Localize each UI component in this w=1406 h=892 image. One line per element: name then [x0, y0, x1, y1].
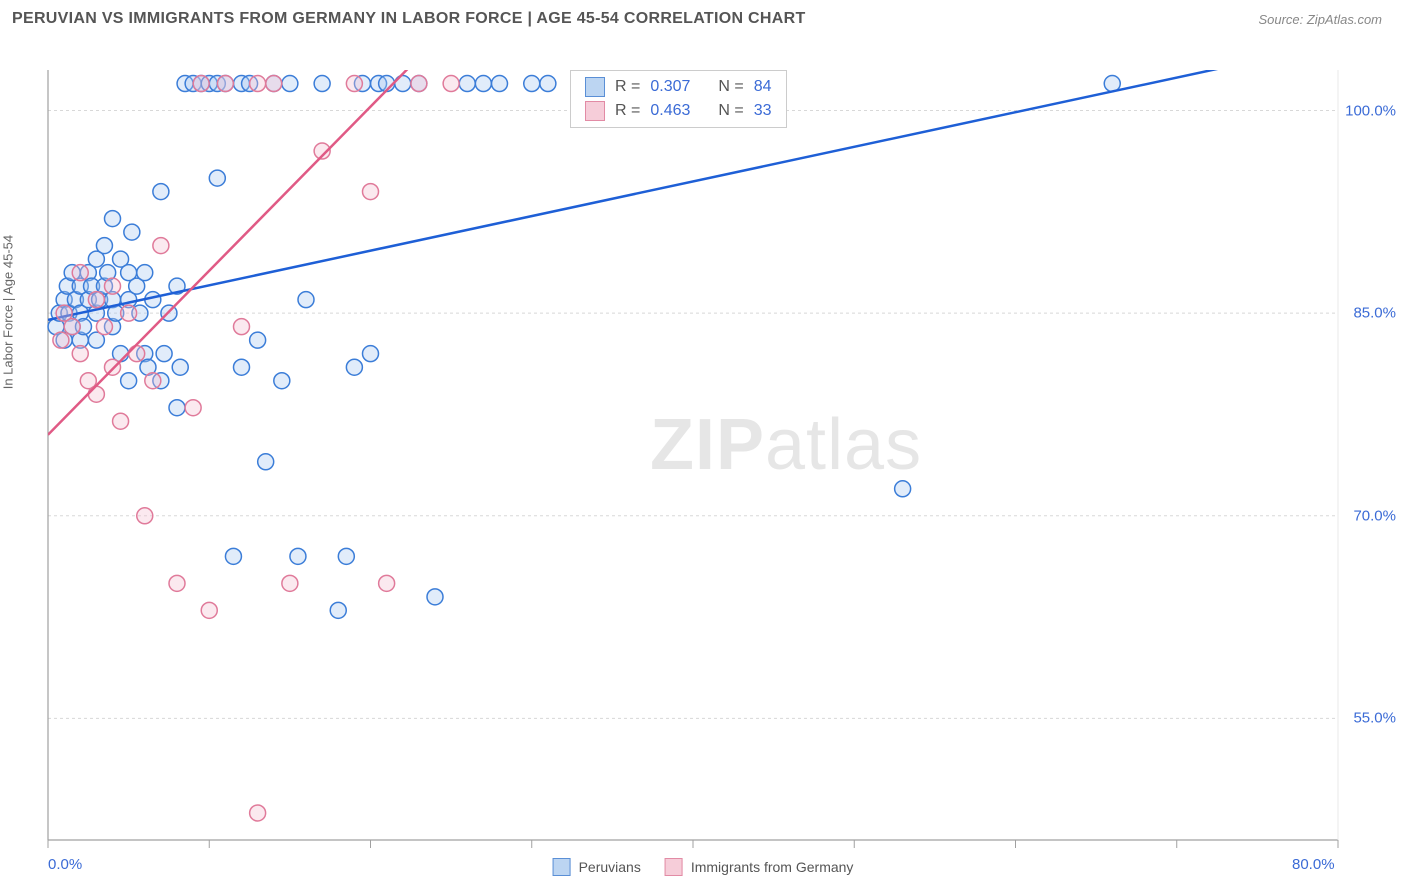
- stats-r-value: 0.307: [650, 78, 690, 96]
- scatter-chart: [0, 34, 1406, 884]
- y-tick-label: 85.0%: [1353, 305, 1396, 322]
- legend-item: Peruvians: [553, 858, 641, 876]
- legend-label: Peruvians: [579, 859, 641, 875]
- chart-source: Source: ZipAtlas.com: [1258, 12, 1382, 27]
- stats-n-value: 33: [754, 102, 772, 120]
- correlation-stats-box: R = 0.307 N = 84 R = 0.463 N = 33: [570, 70, 787, 128]
- legend: Peruvians Immigrants from Germany: [553, 858, 854, 876]
- stats-n-label: N =: [718, 102, 743, 120]
- legend-swatch: [665, 858, 683, 876]
- legend-item: Immigrants from Germany: [665, 858, 854, 876]
- stats-r-value: 0.463: [650, 102, 690, 120]
- stats-swatch: [585, 101, 605, 121]
- legend-swatch: [553, 858, 571, 876]
- chart-header: PERUVIAN VS IMMIGRANTS FROM GERMANY IN L…: [0, 0, 1406, 34]
- x-tick-label: 80.0%: [1292, 856, 1335, 873]
- y-axis-label: In Labor Force | Age 45-54: [1, 235, 16, 389]
- y-tick-label: 55.0%: [1353, 710, 1396, 727]
- y-tick-label: 70.0%: [1353, 507, 1396, 524]
- chart-container: In Labor Force | Age 45-54 100.0% 85.0% 70…: [0, 34, 1406, 884]
- stats-swatch: [585, 77, 605, 97]
- stats-row: R = 0.307 N = 84: [571, 75, 786, 99]
- legend-label: Immigrants from Germany: [691, 859, 854, 875]
- x-tick-label: 0.0%: [48, 856, 82, 873]
- stats-r-label: R =: [615, 102, 640, 120]
- stats-r-label: R =: [615, 78, 640, 96]
- y-tick-label: 100.0%: [1345, 102, 1396, 119]
- stats-n-label: N =: [718, 78, 743, 96]
- chart-title: PERUVIAN VS IMMIGRANTS FROM GERMANY IN L…: [12, 10, 806, 28]
- stats-row: R = 0.463 N = 33: [571, 99, 786, 123]
- stats-n-value: 84: [754, 78, 772, 96]
